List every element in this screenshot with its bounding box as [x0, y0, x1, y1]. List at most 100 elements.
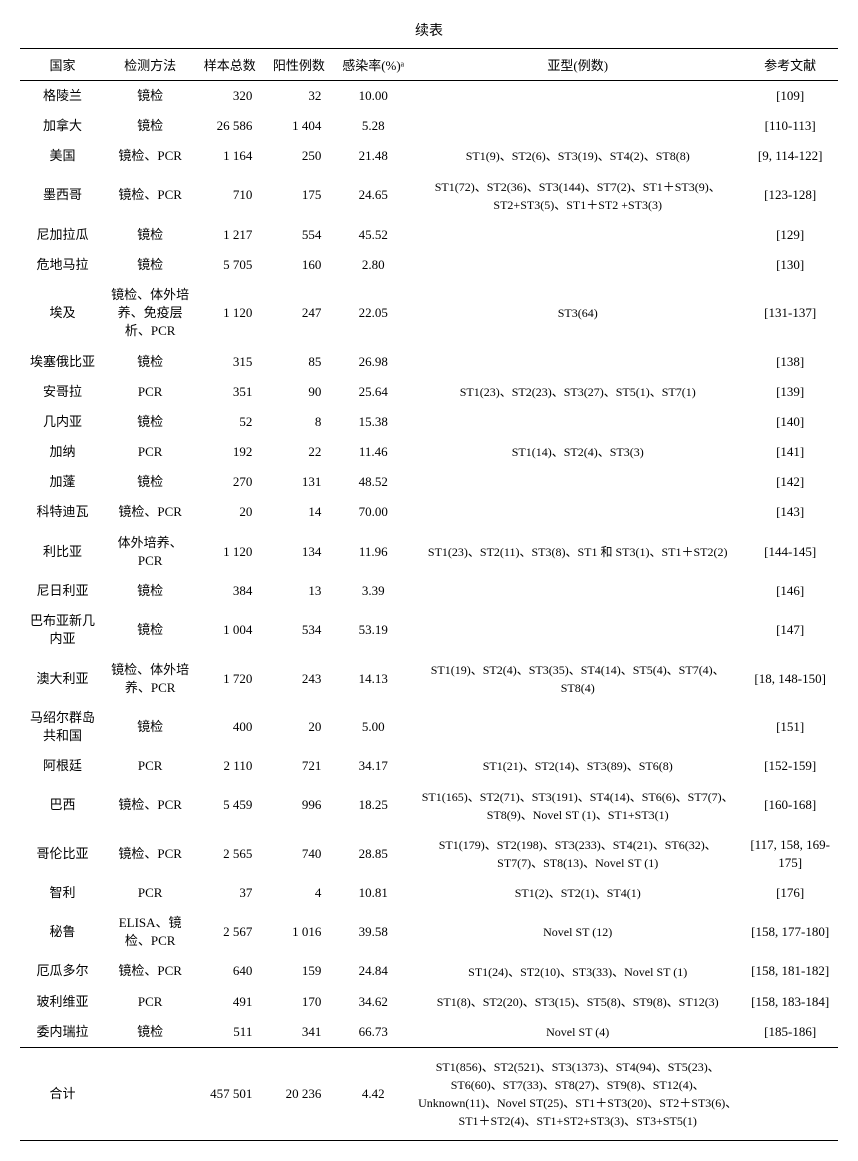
cell-country: 尼日利亚 [20, 576, 105, 606]
table-row: 玻利维亚PCR49117034.62ST1(8)、ST2(20)、ST3(15)… [20, 987, 838, 1017]
cell-positive: 22 [264, 437, 333, 467]
cell-method: 体外培养、PCR [105, 528, 195, 576]
table-row: 加拿大镜检26 5861 4045.28[110-113] [20, 111, 838, 141]
cell-ref: [158, 183-184] [742, 987, 838, 1017]
cell-method: 镜检 [105, 347, 195, 377]
cell-subtype: ST1(179)、ST2(198)、ST3(233)、ST4(21)、ST6(3… [413, 830, 742, 878]
table-row: 利比亚体外培养、PCR1 12013411.96ST1(23)、ST2(11)、… [20, 528, 838, 576]
cell-positive: 1 016 [264, 908, 333, 956]
table-row: 智利PCR37410.81ST1(2)、ST2(1)、ST4(1)[176] [20, 878, 838, 908]
cell-subtype: ST1(23)、ST2(23)、ST3(27)、ST5(1)、ST7(1) [413, 377, 742, 407]
table-row: 危地马拉镜检5 7051602.80[130] [20, 250, 838, 280]
cell-positive: 85 [264, 347, 333, 377]
cell-total: 270 [195, 467, 264, 497]
table-row: 埃及镜检、体外培养、免疫层析、PCR1 12024722.05ST3(64)[1… [20, 280, 838, 347]
cell-positive: 4 [264, 878, 333, 908]
cell-ref: [152-159] [742, 751, 838, 781]
cell-country: 澳大利亚 [20, 655, 105, 703]
cell-subtype: ST1(19)、ST2(4)、ST3(35)、ST4(14)、ST5(4)、ST… [413, 655, 742, 703]
table-row: 几内亚镜检52815.38[140] [20, 407, 838, 437]
cell-positive: 341 [264, 1017, 333, 1048]
cell-method: 镜检 [105, 111, 195, 141]
cell-country: 利比亚 [20, 528, 105, 576]
total-row: 合计 457 501 20 236 4.42 ST1(856)、ST2(521)… [20, 1048, 838, 1141]
cell-ref: [185-186] [742, 1017, 838, 1048]
cell-ref: [117, 158, 169-175] [742, 830, 838, 878]
cell-subtype [413, 703, 742, 751]
cell-country: 巴布亚新几内亚 [20, 606, 105, 654]
cell-country: 巴西 [20, 782, 105, 830]
cell-method: 镜检 [105, 220, 195, 250]
table-row: 秘鲁ELISA、镜检、PCR2 5671 01639.58Novel ST (1… [20, 908, 838, 956]
cell-positive: 175 [264, 172, 333, 220]
cell-method: 镜检 [105, 250, 195, 280]
cell-subtype: ST1(165)、ST2(71)、ST3(191)、ST4(14)、ST6(6)… [413, 782, 742, 830]
cell-rate: 34.17 [333, 751, 413, 781]
cell-rate: 5.00 [333, 703, 413, 751]
cell-positive: 8 [264, 407, 333, 437]
cell-positive: 250 [264, 141, 333, 171]
cell-total: 710 [195, 172, 264, 220]
cell-method: PCR [105, 878, 195, 908]
cell-subtype [413, 497, 742, 527]
cell-subtype: ST1(23)、ST2(11)、ST3(8)、ST1 和 ST3(1)、ST1＋… [413, 528, 742, 576]
cell-ref: [140] [742, 407, 838, 437]
cell-rate: 34.62 [333, 987, 413, 1017]
cell-subtype: ST1(72)、ST2(36)、ST3(144)、ST7(2)、ST1＋ST3(… [413, 172, 742, 220]
cell-rate: 45.52 [333, 220, 413, 250]
cell-total: 491 [195, 987, 264, 1017]
cell-positive: 247 [264, 280, 333, 347]
cell-rate: 5.28 [333, 111, 413, 141]
table-row: 尼加拉瓜镜检1 21755445.52[129] [20, 220, 838, 250]
header-method: 检测方法 [105, 49, 195, 81]
cell-positive: 131 [264, 467, 333, 497]
cell-subtype: ST1(2)、ST2(1)、ST4(1) [413, 878, 742, 908]
header-total: 样本总数 [195, 49, 264, 81]
cell-total: 52 [195, 407, 264, 437]
cell-method: 镜检 [105, 467, 195, 497]
cell-ref: [110-113] [742, 111, 838, 141]
cell-positive: 243 [264, 655, 333, 703]
cell-rate: 10.00 [333, 81, 413, 112]
cell-total: 315 [195, 347, 264, 377]
cell-method: 镜检 [105, 576, 195, 606]
cell-total: 511 [195, 1017, 264, 1048]
table-row: 巴布亚新几内亚镜检1 00453453.19[147] [20, 606, 838, 654]
cell-positive: 554 [264, 220, 333, 250]
total-method [105, 1048, 195, 1141]
cell-rate: 39.58 [333, 908, 413, 956]
cell-subtype [413, 347, 742, 377]
table-row: 美国镜检、PCR1 16425021.48ST1(9)、ST2(6)、ST3(1… [20, 141, 838, 171]
cell-country: 几内亚 [20, 407, 105, 437]
cell-rate: 70.00 [333, 497, 413, 527]
cell-country: 危地马拉 [20, 250, 105, 280]
cell-total: 192 [195, 437, 264, 467]
cell-method: 镜检、PCR [105, 830, 195, 878]
table-row: 委内瑞拉镜检51134166.73Novel ST (4)[185-186] [20, 1017, 838, 1048]
cell-subtype [413, 606, 742, 654]
table-row: 巴西镜检、PCR5 45999618.25ST1(165)、ST2(71)、ST… [20, 782, 838, 830]
cell-method: 镜检、体外培养、免疫层析、PCR [105, 280, 195, 347]
total-samples: 457 501 [195, 1048, 264, 1141]
cell-positive: 134 [264, 528, 333, 576]
cell-country: 玻利维亚 [20, 987, 105, 1017]
cell-ref: [123-128] [742, 172, 838, 220]
table-row: 加纳PCR1922211.46ST1(14)、ST2(4)、ST3(3)[141… [20, 437, 838, 467]
cell-subtype [413, 81, 742, 112]
data-table: 国家 检测方法 样本总数 阳性例数 感染率(%)ᵃ 亚型(例数) 参考文献 格陵… [20, 48, 838, 1141]
cell-country: 厄瓜多尔 [20, 956, 105, 986]
cell-method: 镜检 [105, 81, 195, 112]
cell-method: 镜检、PCR [105, 172, 195, 220]
cell-total: 351 [195, 377, 264, 407]
table-row: 安哥拉PCR3519025.64ST1(23)、ST2(23)、ST3(27)、… [20, 377, 838, 407]
cell-positive: 20 [264, 703, 333, 751]
cell-method: 镜检 [105, 606, 195, 654]
cell-ref: [142] [742, 467, 838, 497]
cell-country: 哥伦比亚 [20, 830, 105, 878]
cell-method: 镜检、PCR [105, 782, 195, 830]
cell-rate: 15.38 [333, 407, 413, 437]
cell-rate: 11.96 [333, 528, 413, 576]
cell-rate: 18.25 [333, 782, 413, 830]
cell-total: 2 110 [195, 751, 264, 781]
cell-subtype [413, 576, 742, 606]
